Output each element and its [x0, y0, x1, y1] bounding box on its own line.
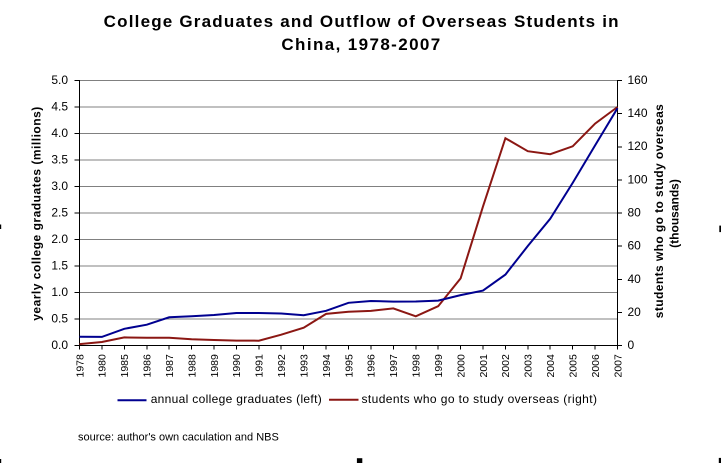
svg-text:4.0: 4.0: [51, 126, 68, 140]
svg-text:40: 40: [628, 272, 642, 286]
svg-text:1996: 1996: [366, 354, 378, 378]
svg-text:1987: 1987: [164, 354, 176, 378]
svg-text:5.0: 5.0: [51, 73, 68, 87]
svg-text:1992: 1992: [276, 354, 288, 378]
svg-text:2002: 2002: [500, 354, 512, 378]
svg-text:1993: 1993: [299, 354, 311, 378]
svg-text:China, 1978-2007: China, 1978-2007: [281, 35, 441, 54]
svg-text:1980: 1980: [97, 354, 109, 378]
svg-text:1989: 1989: [209, 354, 221, 378]
svg-text:3.0: 3.0: [51, 179, 68, 193]
svg-text:2001: 2001: [478, 354, 490, 378]
svg-text:1988: 1988: [186, 354, 198, 378]
svg-text:2006: 2006: [590, 354, 602, 378]
svg-text:3.5: 3.5: [51, 153, 68, 167]
svg-text:1990: 1990: [231, 354, 243, 378]
svg-text:0.5: 0.5: [51, 312, 68, 326]
svg-text:yearly college graduates (mill: yearly college graduates (millions): [30, 106, 44, 321]
svg-text:1986: 1986: [142, 354, 154, 378]
svg-text:(thousands): (thousands): [668, 179, 682, 248]
svg-text:60: 60: [628, 239, 642, 253]
svg-text:students who go to study overs: students who go to study overseas (right…: [362, 392, 598, 406]
svg-text:annual college graduates (left: annual college graduates (left): [151, 392, 322, 406]
svg-text:2007: 2007: [612, 354, 624, 378]
svg-text:80: 80: [628, 206, 642, 220]
svg-text:2.5: 2.5: [51, 206, 68, 220]
svg-text:1998: 1998: [411, 354, 423, 378]
svg-text:120: 120: [628, 139, 648, 153]
svg-text:0.0: 0.0: [51, 338, 68, 352]
svg-text:1997: 1997: [388, 354, 400, 378]
svg-text:2000: 2000: [455, 354, 467, 378]
svg-text:1985: 1985: [119, 354, 131, 378]
svg-text:2004: 2004: [545, 354, 557, 378]
svg-text:160: 160: [628, 73, 648, 87]
svg-text:2005: 2005: [568, 354, 580, 378]
svg-text:1.0: 1.0: [51, 285, 68, 299]
svg-text:source: author's own caculatio: source: author's own caculation and NBS: [78, 432, 279, 444]
svg-text:1994: 1994: [321, 354, 333, 378]
svg-text:0: 0: [628, 338, 635, 352]
svg-text:20: 20: [628, 305, 642, 319]
svg-text:100: 100: [628, 172, 648, 186]
svg-text:1995: 1995: [343, 354, 355, 378]
svg-text:College Graduates and Outflow: College Graduates and Outflow of Oversea…: [104, 12, 620, 31]
svg-text:140: 140: [628, 106, 648, 120]
svg-text:4.5: 4.5: [51, 100, 68, 114]
svg-text:1999: 1999: [433, 354, 445, 378]
svg-text:2003: 2003: [523, 354, 535, 378]
svg-text:1978: 1978: [74, 354, 86, 378]
svg-text:1.5: 1.5: [51, 259, 68, 273]
svg-text:1991: 1991: [254, 354, 266, 378]
svg-text:students who go to study overs: students who go to study overseas: [652, 104, 666, 319]
svg-text:2.0: 2.0: [51, 232, 68, 246]
